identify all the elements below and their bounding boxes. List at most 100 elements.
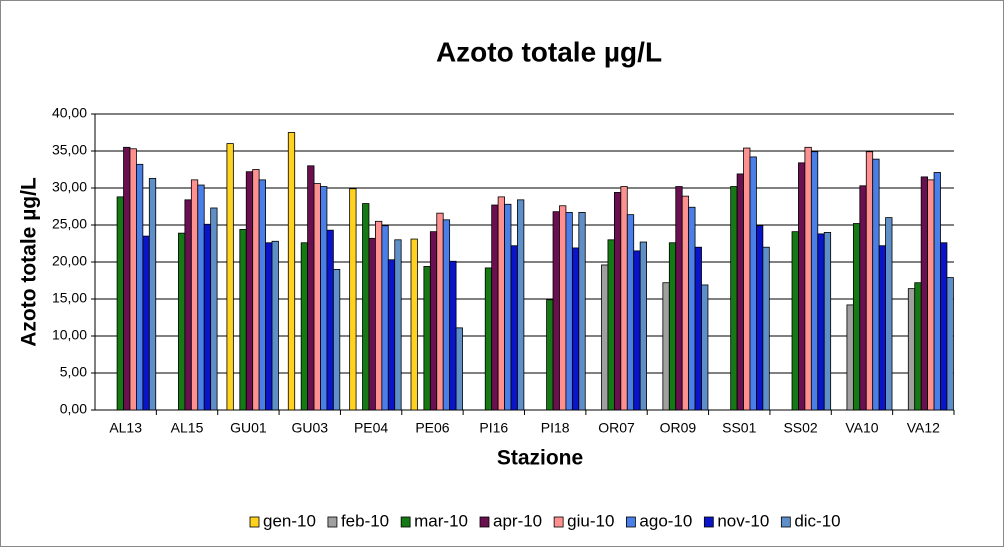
bar xyxy=(601,264,609,411)
bar xyxy=(804,146,812,411)
bar xyxy=(265,242,273,411)
bar xyxy=(190,179,199,411)
bar xyxy=(668,242,677,411)
bar xyxy=(749,156,757,411)
bar xyxy=(730,186,738,411)
legend-swatch xyxy=(780,516,791,528)
legend-label: apr-10 xyxy=(493,511,542,530)
x-tick-label: PE04 xyxy=(354,420,388,436)
bar xyxy=(865,151,874,411)
bar xyxy=(565,212,573,411)
bar xyxy=(907,288,916,411)
bar xyxy=(442,219,451,411)
bar xyxy=(688,206,696,411)
bar xyxy=(846,304,854,411)
bar xyxy=(245,171,254,411)
x-tick-label: OR09 xyxy=(660,420,697,436)
y-tick-label: 40,00 xyxy=(52,105,87,121)
legend-swatch xyxy=(553,516,564,528)
bar xyxy=(736,173,744,411)
bar xyxy=(933,172,941,411)
legend-swatch xyxy=(703,516,714,528)
y-tick-label: 30,00 xyxy=(52,179,87,195)
bar xyxy=(116,196,124,411)
bar xyxy=(184,199,192,411)
bar xyxy=(491,204,499,411)
legend-label: feb-10 xyxy=(341,511,389,530)
bar xyxy=(484,267,493,411)
x-tick-label: AL13 xyxy=(109,420,142,436)
y-tick-label: 15,00 xyxy=(52,290,87,306)
bar xyxy=(381,225,389,411)
legend-label: giu-10 xyxy=(567,511,614,530)
x-tick-label: VA10 xyxy=(845,420,878,436)
bar xyxy=(394,239,402,411)
bar xyxy=(226,143,234,411)
bar xyxy=(762,246,770,411)
bar xyxy=(410,238,418,411)
bar xyxy=(497,196,505,411)
bar xyxy=(271,240,279,411)
bar xyxy=(375,220,383,411)
bar xyxy=(510,245,518,411)
bar xyxy=(885,217,893,411)
x-tick-label: PI18 xyxy=(541,420,570,436)
bar xyxy=(552,211,560,411)
x-tick-label: PE06 xyxy=(415,420,449,436)
bar xyxy=(368,237,376,411)
bar xyxy=(326,229,334,411)
legend-label: mar-10 xyxy=(414,511,468,530)
bar xyxy=(387,259,396,411)
x-tick-label: GU03 xyxy=(291,420,328,436)
legend-swatch xyxy=(479,516,490,528)
bar xyxy=(743,147,751,411)
bar xyxy=(878,245,886,411)
bar xyxy=(914,282,922,411)
bar xyxy=(307,165,315,411)
bar xyxy=(946,277,954,411)
bar xyxy=(872,158,880,411)
bar xyxy=(852,223,861,411)
bar xyxy=(823,231,832,411)
x-tick-label: AL15 xyxy=(171,420,204,436)
bar xyxy=(859,185,867,411)
bar xyxy=(546,299,554,411)
bar xyxy=(798,162,806,411)
bar xyxy=(136,163,144,411)
bar xyxy=(429,231,438,411)
bar xyxy=(675,186,683,411)
bar xyxy=(578,212,586,411)
x-axis-label: Stazione xyxy=(497,447,583,470)
chart-title: Azoto totale µg/L xyxy=(436,36,662,67)
legend-swatch xyxy=(400,516,411,528)
bar xyxy=(504,203,512,411)
x-tick-label: VA12 xyxy=(907,420,940,436)
bar xyxy=(620,186,628,411)
bar xyxy=(694,246,702,411)
y-tick-label: 5,00 xyxy=(60,364,87,380)
bar xyxy=(313,183,321,411)
bar xyxy=(258,179,266,411)
bar xyxy=(662,282,670,411)
bar xyxy=(123,146,131,411)
x-tick-label: SS01 xyxy=(722,420,756,436)
x-tick-label: OR07 xyxy=(598,420,635,436)
legend-swatch xyxy=(327,516,338,528)
bar xyxy=(607,239,615,411)
bar xyxy=(210,207,218,411)
x-tick-label: SS02 xyxy=(783,420,817,436)
y-tick-label: 20,00 xyxy=(52,253,87,269)
bar xyxy=(756,225,764,411)
bar xyxy=(362,203,370,411)
bar xyxy=(300,242,309,411)
y-tick-label: 35,00 xyxy=(52,142,87,158)
bar xyxy=(613,192,622,411)
bar xyxy=(203,223,212,411)
legend-label: gen-10 xyxy=(263,511,316,530)
bar xyxy=(423,266,431,411)
y-axis-label: Azoto totale µg/L xyxy=(18,177,41,347)
bar xyxy=(287,132,296,411)
bar xyxy=(701,284,709,411)
bar xyxy=(571,247,580,411)
